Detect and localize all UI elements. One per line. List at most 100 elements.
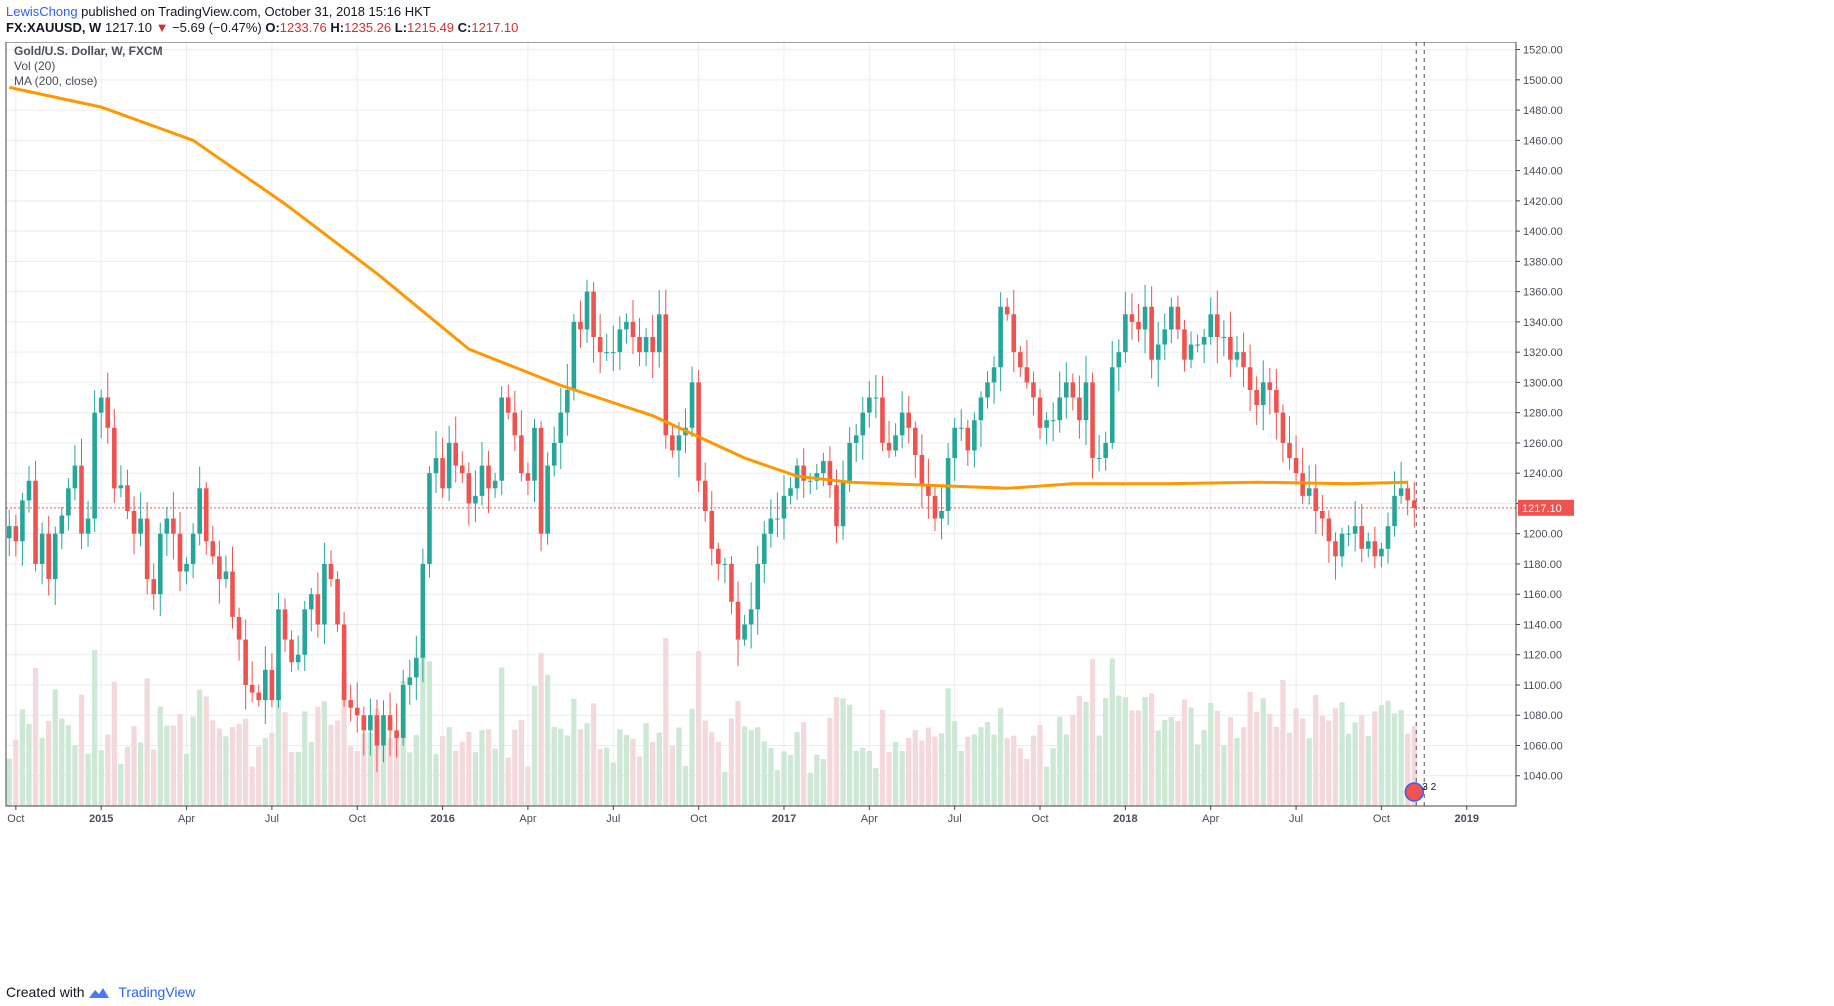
y-tick-label: 1120.00 (1523, 650, 1562, 662)
candle-body (1195, 344, 1200, 346)
price-axis[interactable]: 1040.00 1060.00 1080.00 1100.00 1120.00 1140.… (1516, 45, 1563, 783)
volume-bar (269, 732, 275, 806)
candle-body (689, 382, 695, 428)
candle-body (1254, 389, 1259, 406)
candle-body (33, 480, 38, 564)
volume-bar (998, 708, 1004, 806)
candle-body (1228, 337, 1233, 360)
candle-body (151, 579, 157, 595)
x-tick-label: Apr (861, 813, 878, 825)
volume-bar (741, 726, 748, 806)
candle-body (72, 465, 78, 489)
price-chart[interactable]: 1040.00 1060.00 1080.00 1100.00 1120.00 1140.… (0, 41, 1834, 977)
time-axis[interactable]: Oct 2015 Apr Jul Oct 2016 Apr Jul Oct 2017 Apr Jul O… (7, 806, 1479, 825)
volume-bar (1247, 692, 1253, 806)
candle-body (177, 533, 183, 572)
candle-body (125, 485, 130, 511)
chart-legend: Gold/U.S. Dollar, W, FXCM Vol (20) MA (2… (14, 44, 163, 88)
volume-bar (833, 697, 840, 806)
candle-body (755, 563, 761, 610)
y-tick-label: 1280.00 (1523, 408, 1563, 420)
chart-area[interactable]: 1040.00 1060.00 1080.00 1100.00 1120.00 1140.… (0, 41, 1834, 977)
candle-body (210, 541, 216, 557)
volume-bar (656, 732, 662, 806)
volume-bar (558, 728, 564, 806)
candle-body (1306, 488, 1312, 496)
candle-body (479, 465, 485, 496)
candle-body (748, 609, 754, 625)
volume-bar (952, 721, 958, 806)
candle-body (985, 382, 990, 398)
candle-body (1392, 495, 1397, 527)
candle-body (978, 397, 984, 421)
x-tick-label: Oct (1373, 813, 1390, 825)
chart-header: LewisChong published on TradingView.com,… (6, 4, 518, 36)
y-tick-label: 1480.00 (1523, 105, 1563, 117)
volume-bar (525, 766, 531, 806)
volume-bar (919, 740, 925, 806)
candle-body (867, 397, 872, 413)
volume-bar (223, 736, 229, 806)
candle-body (1142, 306, 1148, 330)
volume-bar (243, 718, 249, 806)
candle-body (958, 427, 964, 429)
candle-body (709, 510, 715, 549)
volume-bar (932, 736, 938, 806)
volume-bar (177, 713, 183, 806)
candle-body (1077, 397, 1082, 421)
candle-body (269, 669, 275, 701)
x-tick-label: Jul (948, 813, 962, 825)
candlesticks (6, 279, 1417, 773)
volume-bar (118, 763, 124, 806)
candle-body (656, 314, 662, 353)
x-tick-label: 2018 (1113, 813, 1137, 825)
tradingview-link[interactable]: TradingView (118, 984, 196, 1000)
author-link[interactable]: LewisChong (6, 4, 78, 19)
candle-body (335, 579, 340, 625)
candle-body (6, 526, 12, 539)
volume-bar (216, 728, 222, 806)
volume-bar (1411, 725, 1417, 806)
volume-bar (1286, 732, 1293, 806)
volume-bar (801, 722, 807, 806)
close-label: C: (457, 20, 472, 35)
candle-body (591, 291, 596, 338)
candle-body (1346, 533, 1351, 535)
y-tick-label: 1180.00 (1523, 559, 1562, 571)
volume-bar (6, 758, 12, 806)
x-tick-label: Apr (178, 813, 195, 825)
volume-bar (1201, 729, 1207, 806)
candle-body (387, 715, 393, 731)
candle-body (420, 563, 426, 658)
candle-body (52, 533, 58, 580)
volume-bar (236, 724, 242, 806)
candle-body (1123, 314, 1128, 353)
candle-body (538, 427, 544, 534)
candle-body (322, 563, 327, 625)
candle-body (1103, 442, 1108, 459)
volume-bar (190, 716, 196, 806)
volume-bar (59, 718, 65, 806)
volume-bar (1267, 713, 1273, 806)
candle-body (735, 601, 741, 640)
y-tick-label: 1240.00 (1523, 468, 1563, 480)
volume-bar (210, 720, 216, 806)
us-flag-icon[interactable]: 3 2 (1404, 782, 1437, 802)
volume-bar (794, 732, 800, 806)
candle-body (807, 480, 813, 482)
volume-bar (46, 720, 52, 806)
volume-bar (1332, 708, 1339, 806)
volume-bar (1378, 705, 1385, 806)
legend-ma: MA (200, close) (14, 74, 97, 88)
candle-body (20, 500, 25, 542)
y-tick-label: 1400.00 (1523, 226, 1563, 238)
tradingview-logo-icon (89, 988, 110, 999)
volume-bar (531, 685, 538, 806)
candle-body (643, 337, 649, 353)
candle-body (827, 461, 833, 486)
volume-bar (755, 727, 761, 806)
candle-body (354, 707, 360, 716)
candle-body (650, 337, 655, 353)
candle-body (1339, 533, 1345, 557)
candle-body (1109, 367, 1115, 443)
